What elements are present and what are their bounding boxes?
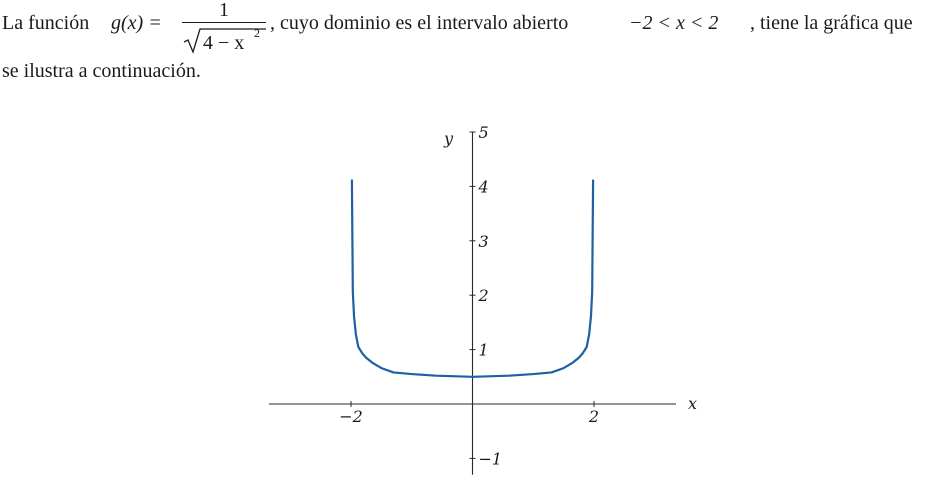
fraction-bar [182, 22, 266, 24]
fraction-numerator: 1 [219, 0, 229, 21]
radical-sign-icon [183, 28, 266, 54]
axis-ticks [350, 131, 595, 459]
fraction: 1 4 − x 2 [182, 0, 266, 56]
y-axis-label: y [443, 129, 454, 148]
after-fraction-text: , cuyo dominio es el intervalo abierto [270, 12, 569, 34]
function-curve [350, 179, 595, 378]
x-axis-label: x [688, 394, 697, 413]
y-tick-label: 3 [479, 232, 489, 251]
fraction-exponent: 2 [254, 26, 260, 40]
statement-line-2: se ilustra a continuación. [2, 60, 201, 82]
interval-text: −2 < x < 2 [629, 12, 719, 34]
axis-labels: −2 2 −1 1 2 3 4 5 x y [339, 123, 697, 468]
lead-text: La función [2, 12, 90, 34]
y-tick-label: 5 [479, 123, 489, 142]
function-lhs: g(x) = [111, 12, 162, 34]
x-tick-label: 2 [588, 407, 599, 426]
fraction-radicand: 4 − x [203, 32, 245, 54]
tail-text: , tiene la gráfica que [750, 12, 913, 34]
x-tick-label: −2 [339, 407, 363, 426]
y-tick-label: 2 [478, 286, 489, 305]
y-tick-label: −1 [479, 449, 503, 468]
y-tick-label: 1 [479, 341, 489, 360]
axes [268, 132, 677, 475]
y-tick-label: 4 [478, 177, 489, 196]
